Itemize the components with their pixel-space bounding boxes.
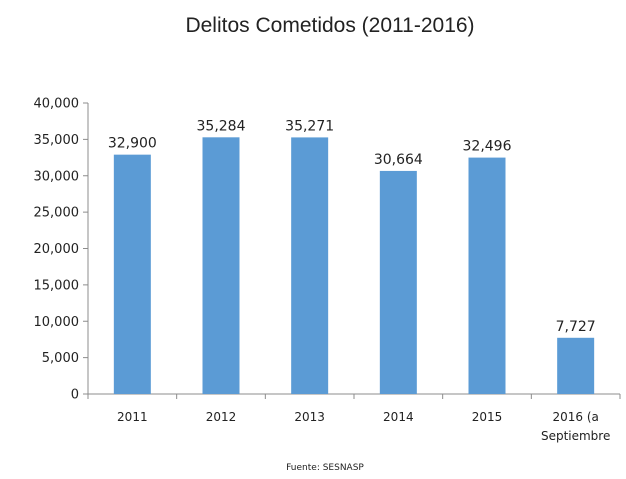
y-tick-label: 30,000 xyxy=(34,169,80,184)
y-tick-label: 40,000 xyxy=(34,97,80,112)
data-label: 7,727 xyxy=(556,319,596,335)
bar xyxy=(291,137,329,394)
y-tick-label: 10,000 xyxy=(34,315,80,330)
y-tick-label: 5,000 xyxy=(42,351,79,366)
y-tick-label: 35,000 xyxy=(34,133,80,148)
y-tick-label: 15,000 xyxy=(34,278,80,293)
bar xyxy=(557,337,595,394)
x-tick-label: 2012 xyxy=(206,410,237,424)
bar xyxy=(468,157,506,394)
bar xyxy=(379,170,417,394)
chart-title: Delitos Cometidos (2011-2016) xyxy=(185,14,474,37)
bar xyxy=(202,137,240,394)
y-tick-label: 25,000 xyxy=(34,206,80,221)
y-tick-label: 0 xyxy=(71,388,79,403)
x-tick-label: 2014 xyxy=(383,410,414,424)
y-tick-label: 20,000 xyxy=(34,242,80,257)
data-labels: 32,900 35,284 35,271 30,664 32,496 7,727 xyxy=(108,118,596,334)
data-label: 35,284 xyxy=(197,118,246,134)
data-label: 32,496 xyxy=(463,139,512,155)
x-tick-label: 2015 xyxy=(472,410,503,424)
x-tick-label: 2016 (a Septiembre xyxy=(541,410,610,443)
data-label: 30,664 xyxy=(374,152,423,168)
y-axis: 0 5,000 10,000 15,000 20,000 25,000 30,000 35,0… xyxy=(34,97,89,403)
x-tick-label: 2011 xyxy=(117,410,148,424)
source-note: Fuente: SESNASP xyxy=(286,463,364,473)
data-label: 35,271 xyxy=(285,118,334,134)
bars xyxy=(113,137,595,394)
x-tick-label: 2013 xyxy=(294,410,325,424)
bar xyxy=(113,154,151,394)
x-axis: 2011 2012 2013 2014 2015 2016 (a Septiembre xyxy=(87,393,621,443)
data-label: 32,900 xyxy=(108,136,157,152)
